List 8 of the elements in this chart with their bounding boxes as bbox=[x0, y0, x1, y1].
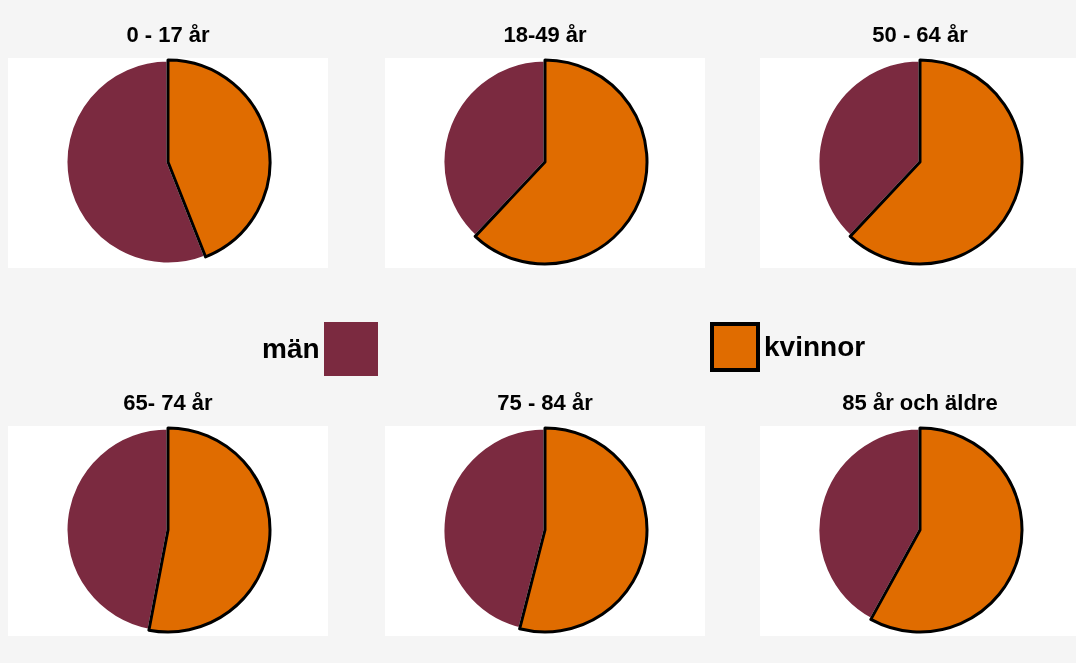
chart-title: 65- 74 år bbox=[123, 389, 214, 415]
chart-title: 75 - 84 år bbox=[497, 389, 594, 415]
slice-label: män bbox=[262, 333, 320, 365]
legend-label: kvinnor bbox=[764, 331, 866, 363]
chart-title: 0 - 17 år bbox=[126, 21, 211, 47]
chart-title: 50 - 64 år bbox=[872, 21, 969, 47]
chart-title: 18-49 år bbox=[503, 21, 588, 47]
chart-title: 85 år och äldre bbox=[842, 389, 998, 415]
